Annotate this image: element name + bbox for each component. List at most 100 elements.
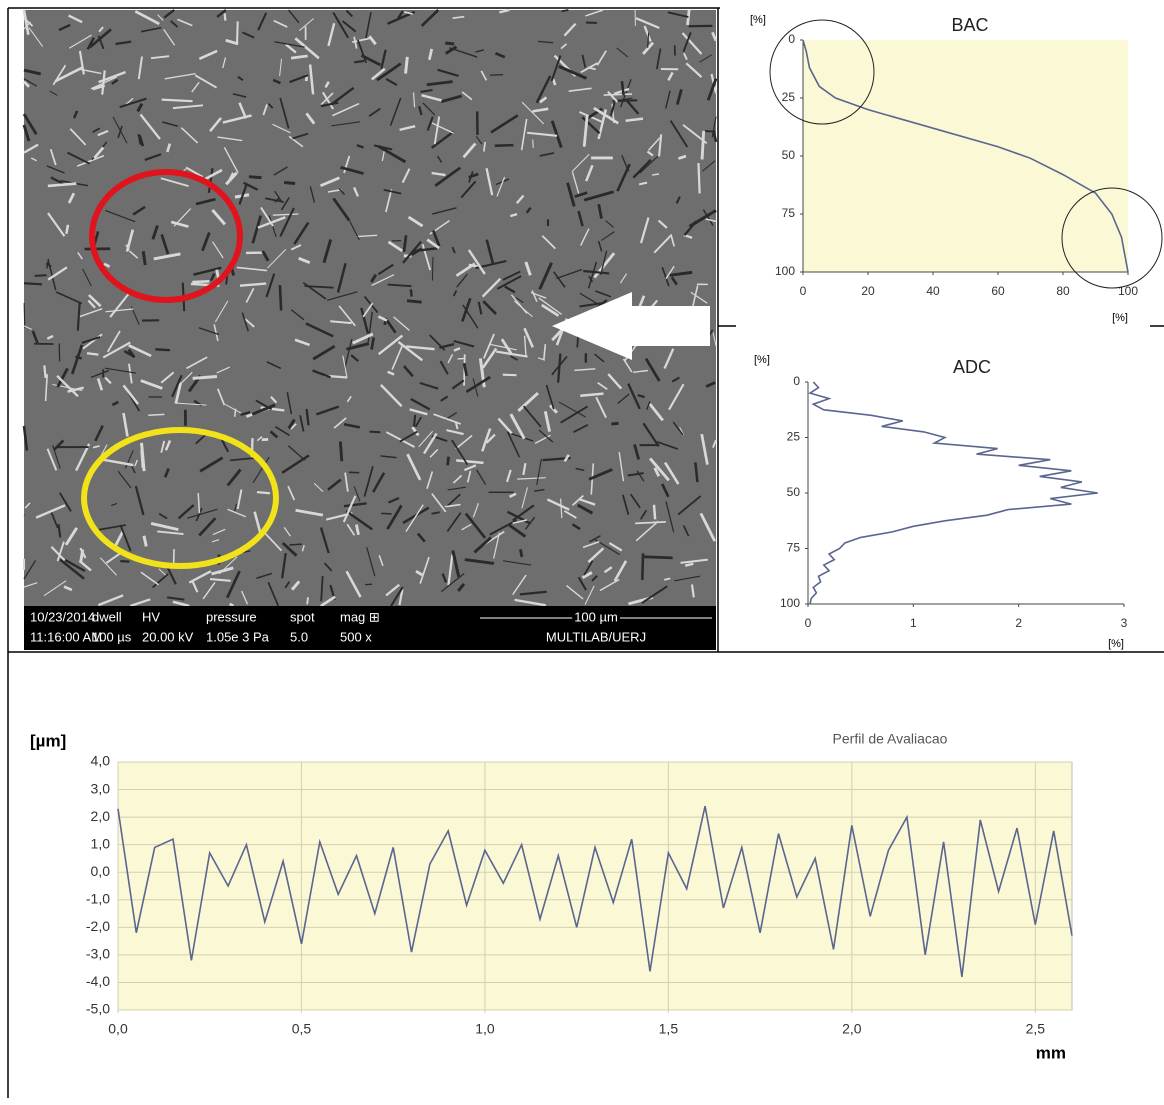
sem-ridge [698,163,699,193]
x-tick-label: 1 [910,616,917,630]
sem-ridge [307,597,308,604]
sem-ridge [604,94,632,95]
x-tick-label: 2,0 [842,1021,862,1037]
sem-ridge [622,81,624,95]
sem-ridge [249,177,262,178]
sem-ridge [533,140,534,148]
info-header: pressure [206,609,257,624]
sem-ridge [611,423,618,424]
sem-ridge [284,182,295,183]
y-tick-label: -3,0 [86,946,110,962]
sem-ridge [35,275,47,276]
sem-ridge [354,61,364,62]
sem-ridge [495,145,514,146]
chart-title: ADC [953,357,991,377]
sem-ridge [458,358,465,359]
y-tick-label: 2,0 [91,808,111,824]
y-tick-label: 0 [788,32,795,46]
x-tick-label: 0,5 [292,1021,312,1037]
scale-label: 100 µm [574,609,618,624]
plot-area [118,762,1072,1010]
y-tick-label: 25 [787,430,801,444]
x-tick-label: 80 [1056,284,1070,298]
sem-ridge [445,43,454,44]
x-tick-label: 3 [1121,616,1128,630]
sem-ridge [520,549,521,557]
sem-ridge [257,492,270,493]
sem-ridge [155,349,170,350]
sem-ridge [340,442,341,462]
info-value: 5.0 [290,629,308,644]
y-tick-label: 100 [780,596,800,610]
sem-ridge [702,131,704,160]
sem-ridge [148,414,164,415]
y-tick-label: -2,0 [86,918,110,934]
sem-ridge [24,303,25,328]
sem-ridge [143,251,145,265]
lab-label: MULTILAB/UERJ [546,629,646,644]
y-tick-label: -4,0 [86,973,110,989]
x-tick-label: 60 [991,284,1005,298]
x-tick-label: 0,0 [108,1021,128,1037]
x-axis-label: [%] [1108,638,1124,650]
x-tick-label: 0 [800,284,807,298]
info-header: 10/23/2014 [30,609,95,624]
sem-ridge [289,544,301,545]
x-tick-label: 0 [805,616,812,630]
x-tick-label: 40 [926,284,940,298]
x-tick-label: 2,5 [1026,1021,1046,1037]
sem-ridge [44,365,45,378]
y-tick-label: -5,0 [86,1001,110,1017]
chart-title: Perfil de Avaliacao [833,731,948,747]
x-tick-label: 20 [861,284,875,298]
x-tick-label: 2 [1015,616,1022,630]
sem-ridge [225,13,226,20]
chart-title: BAC [951,15,988,35]
sem-ridge [66,225,68,234]
y-tick-label: 25 [782,90,796,104]
x-axis-label: mm [1036,1043,1066,1062]
y-tick-label: 50 [782,148,796,162]
y-axis-label: [%] [750,14,766,26]
plot-area [803,40,1128,272]
sem-ridge [654,505,655,520]
sem-ridge [87,353,98,354]
x-tick-label: 100 [1118,284,1138,298]
info-header: dwell [92,609,122,624]
y-tick-label: -1,0 [86,890,110,906]
x-tick-label: 1,0 [475,1021,495,1037]
sem-ridge [370,432,381,433]
y-tick-label: 50 [787,485,801,499]
plot-area [808,382,1124,604]
x-tick-label: 1,5 [659,1021,679,1037]
sem-ridge [562,10,569,11]
sem-ridge [411,289,412,296]
sem-ridge [24,283,42,284]
sem-ridge [192,281,209,282]
sem-ridge [235,409,236,417]
y-tick-label: 75 [782,206,796,220]
y-tick-label: 1,0 [91,835,111,851]
y-axis-label: [%] [754,354,770,366]
sem-ridge [643,557,673,558]
info-value: 1.05e 3 Pa [206,629,270,644]
sem-ridge [237,21,238,42]
sem-ridge [407,301,422,303]
sem-ridge [406,57,408,74]
y-axis-label: [µm] [30,731,66,750]
info-header: mag ⊞ [340,609,380,624]
info-header: spot [290,609,315,624]
y-tick-label: 75 [787,541,801,555]
sem-ridge [414,415,415,427]
sem-ridge [193,377,217,379]
sem-ridge [642,553,643,580]
sem-ridge [448,457,449,466]
sem-ridge [365,584,372,585]
info-header: HV [142,609,160,624]
y-tick-label: 3,0 [91,780,111,796]
sem-ridge [280,285,281,311]
y-tick-label: 0 [793,374,800,388]
